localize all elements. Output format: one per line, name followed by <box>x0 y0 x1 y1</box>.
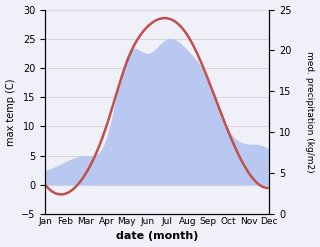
Y-axis label: med. precipitation (kg/m2): med. precipitation (kg/m2) <box>306 51 315 173</box>
X-axis label: date (month): date (month) <box>116 231 198 242</box>
Y-axis label: max temp (C): max temp (C) <box>5 78 16 145</box>
